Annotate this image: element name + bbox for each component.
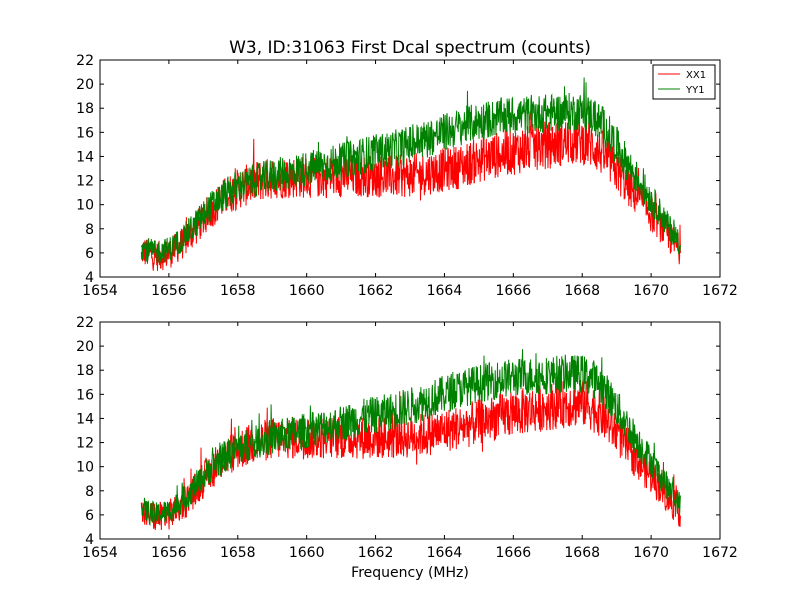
legend-label-yy1: YY1 (685, 85, 705, 96)
y-tick-label: 16 (76, 125, 94, 141)
y-tick-label: 4 (85, 532, 94, 548)
x-tick-label: 1672 (702, 545, 738, 561)
y-tick-label: 8 (85, 222, 94, 238)
series-line-yy1 (140, 77, 681, 263)
x-tick-label: 1668 (564, 545, 600, 561)
y-tick-label: 10 (76, 460, 94, 476)
y-tick-label: 6 (85, 246, 94, 262)
x-tick-label: 1666 (496, 283, 532, 299)
x-tick-label: 1664 (427, 283, 463, 299)
y-tick-label: 18 (76, 101, 94, 117)
x-tick-label: 1654 (82, 283, 118, 299)
y-tick-label: 16 (76, 387, 94, 403)
legend-box (652, 64, 716, 100)
y-tick-label: 22 (76, 53, 94, 69)
x-tick-label: 1662 (358, 545, 394, 561)
y-tick-label: 22 (76, 315, 94, 331)
y-tick-label: 14 (76, 411, 94, 427)
x-tick-label: 1672 (702, 283, 738, 299)
y-tick-label: 6 (85, 508, 94, 524)
x-tick-label: 1660 (289, 283, 325, 299)
x-tick-label: 1660 (289, 545, 325, 561)
x-tick-label: 1666 (496, 545, 532, 561)
x-tick-label: 1654 (82, 545, 118, 561)
axes-frame (99, 59, 721, 278)
x-axis-label: Frequency (MHz) (351, 565, 469, 581)
y-tick-label: 18 (76, 363, 94, 379)
x-tick-label: 1668 (564, 283, 600, 299)
y-tick-label: 14 (76, 149, 94, 165)
x-tick-label: 1670 (633, 545, 669, 561)
y-tick-label: 8 (85, 484, 94, 500)
subplot-2: 1654 1656 1658 1660 1662 1664 1666 1668 1670 1672… (76, 315, 738, 561)
x-tick-label: 1656 (151, 283, 187, 299)
x-tick-label: 1658 (220, 545, 256, 561)
x-tick-label: 1670 (633, 283, 669, 299)
y-tick-label: 20 (76, 77, 94, 93)
x-tick-label: 1664 (427, 545, 463, 561)
series-line-xx1 (140, 102, 681, 271)
subplot-1: 1654 1656 1658 1660 1662 1664 1666 1668 1670 1672… (76, 53, 738, 299)
x-tick-label: 1658 (220, 283, 256, 299)
y-tick-label: 12 (76, 174, 94, 190)
x-tick-label: 1662 (358, 283, 394, 299)
y-tick-label: 20 (76, 339, 94, 355)
x-tick-label: 1656 (151, 545, 187, 561)
axes-frame (99, 321, 721, 540)
y-tick-label: 4 (85, 270, 94, 286)
figure-title: W3, ID:31063 First Dcal spectrum (counts… (229, 38, 591, 58)
series-line-yy1 (140, 349, 681, 527)
y-tick-label: 12 (76, 436, 94, 452)
legend-label-xx1: XX1 (686, 70, 706, 81)
y-tick-label: 10 (76, 198, 94, 214)
